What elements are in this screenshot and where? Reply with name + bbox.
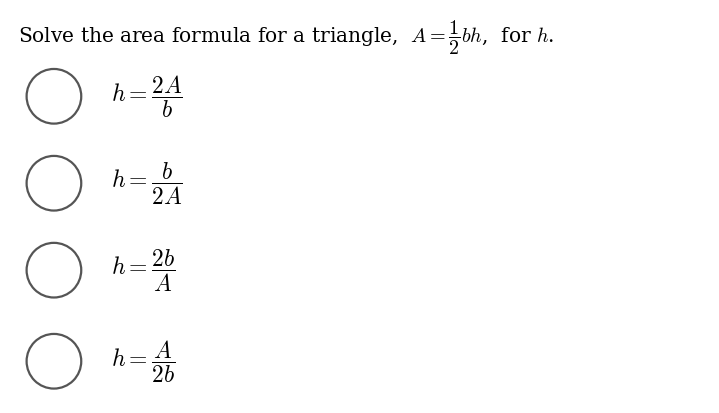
Text: $h = \dfrac{A}{2b}$: $h = \dfrac{A}{2b}$ [111,338,175,385]
Text: $h = \dfrac{2A}{b}$: $h = \dfrac{2A}{b}$ [111,74,183,120]
Text: $h = \dfrac{2b}{A}$: $h = \dfrac{2b}{A}$ [111,247,175,294]
Text: Solve the area formula for a triangle,  $A = \dfrac{1}{2}bh$,  for $h$.: Solve the area formula for a triangle, $… [18,19,554,57]
Text: $h = \dfrac{b}{2A}$: $h = \dfrac{b}{2A}$ [111,161,183,207]
